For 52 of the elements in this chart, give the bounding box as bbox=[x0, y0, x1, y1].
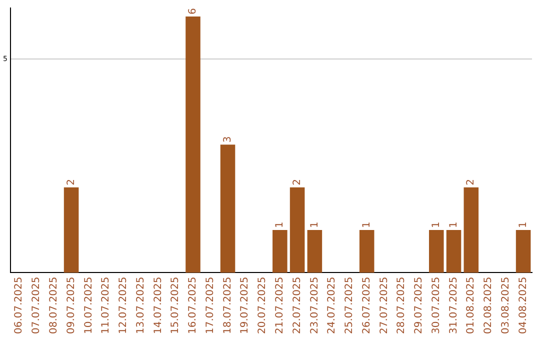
x-tick-label: 04.08.2025 bbox=[518, 276, 529, 334]
x-tick-label: 23.07.2025 bbox=[309, 276, 320, 334]
x-tick-label: 10.07.2025 bbox=[83, 276, 94, 334]
x-tick-label: 20.07.2025 bbox=[257, 276, 268, 334]
x-tick-label: 07.07.2025 bbox=[31, 276, 42, 334]
x-tick-label: 24.07.2025 bbox=[326, 276, 338, 334]
x-tick-label: 14.07.2025 bbox=[152, 276, 164, 334]
x-tick-label: 27.07.2025 bbox=[378, 276, 390, 334]
data-label: 1 bbox=[309, 222, 320, 228]
data-label: 2 bbox=[466, 178, 477, 186]
bar bbox=[428, 230, 444, 273]
x-tick-label: 06.07.2025 bbox=[14, 276, 25, 334]
bar bbox=[359, 230, 374, 273]
x-tick-label: 08.07.2025 bbox=[48, 276, 60, 334]
bar bbox=[186, 16, 200, 273]
x-tick-label: 21.07.2025 bbox=[274, 276, 286, 334]
data-label: 1 bbox=[361, 222, 372, 228]
x-tick-label: 26.07.2025 bbox=[361, 276, 372, 334]
x-tick-label: 12.07.2025 bbox=[118, 276, 130, 334]
data-label: 2 bbox=[66, 178, 77, 186]
x-tick-label: 29.07.2025 bbox=[414, 276, 425, 334]
data-label: 1 bbox=[430, 222, 442, 228]
bar bbox=[516, 230, 531, 273]
data-label: 1 bbox=[518, 222, 529, 228]
data-label: 1 bbox=[448, 222, 460, 228]
bar bbox=[64, 187, 79, 273]
data-label: 1 bbox=[274, 222, 286, 228]
x-tick-label: 16.07.2025 bbox=[188, 276, 199, 334]
x-tick-label: 11.07.2025 bbox=[100, 276, 112, 334]
bar bbox=[307, 230, 322, 273]
x-tick-label: 09.07.2025 bbox=[66, 276, 77, 334]
bar bbox=[446, 230, 462, 273]
x-tick-label: 30.07.2025 bbox=[430, 276, 442, 334]
x-tick-label: 22.07.2025 bbox=[292, 276, 303, 334]
x-tick-label: 31.07.2025 bbox=[448, 276, 460, 334]
x-tick-label: 02.08.2025 bbox=[483, 276, 494, 334]
x-tick-label: 15.07.2025 bbox=[170, 276, 182, 334]
data-label: 6 bbox=[188, 8, 199, 15]
bar bbox=[220, 144, 236, 273]
x-tick-label: 28.07.2025 bbox=[396, 276, 408, 334]
x-tick-label: 19.07.2025 bbox=[240, 276, 251, 334]
data-label: 3 bbox=[222, 136, 234, 143]
x-tick-label: 25.07.2025 bbox=[344, 276, 356, 334]
bar bbox=[464, 187, 479, 273]
x-tick-label: 03.08.2025 bbox=[500, 276, 512, 334]
data-label: 2 bbox=[292, 178, 303, 186]
x-tick-label: 01.08.2025 bbox=[466, 276, 477, 334]
x-tick-label: 17.07.2025 bbox=[204, 276, 216, 334]
x-tick-label: 18.07.2025 bbox=[222, 276, 234, 334]
x-tick-label: 13.07.2025 bbox=[135, 276, 146, 334]
bar bbox=[272, 230, 288, 273]
bar bbox=[290, 187, 305, 273]
